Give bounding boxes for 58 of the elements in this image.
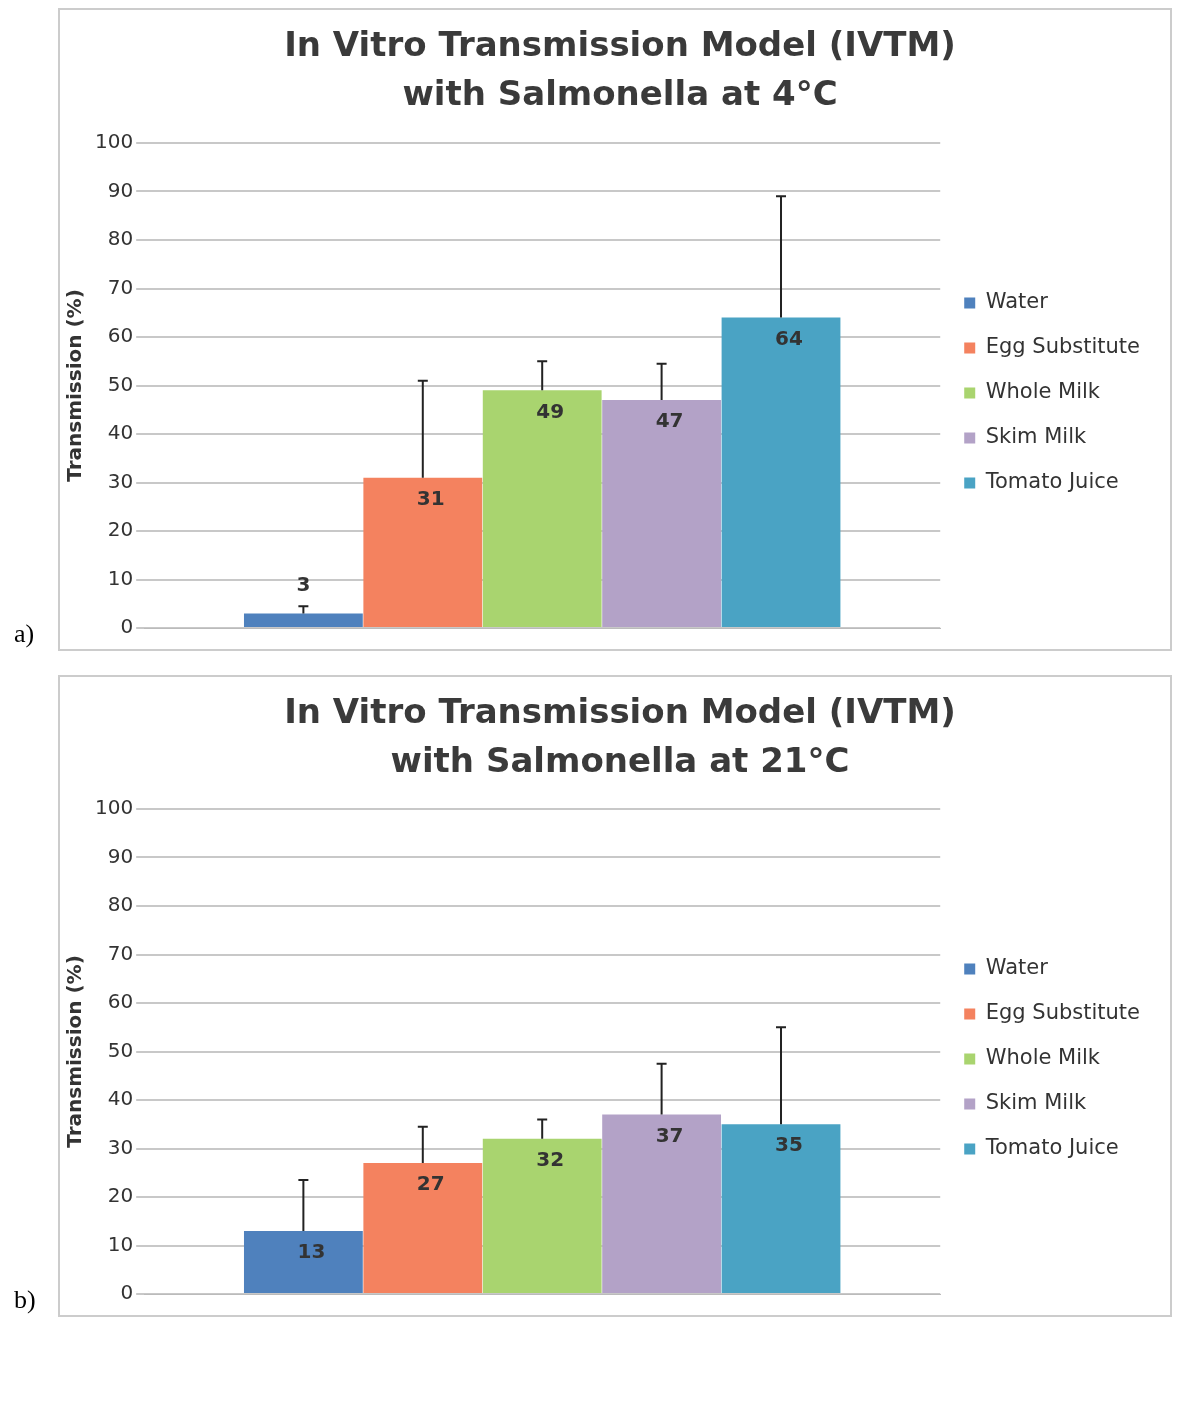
data-label: 32	[536, 1147, 565, 1172]
y-tick-label: 60	[107, 322, 134, 347]
y-tick-label: 90	[107, 177, 134, 202]
text: a)	[14, 618, 35, 649]
y-tick-label: 50	[107, 371, 134, 396]
legend-label: Water	[985, 289, 1049, 314]
y-tick-label: 30	[107, 1134, 134, 1159]
text: b)	[14, 1285, 36, 1316]
bar	[721, 317, 841, 627]
y-tick-label: 60	[107, 989, 134, 1014]
bar	[363, 1163, 483, 1294]
y-tick-label: 80	[107, 225, 134, 250]
bar	[602, 1114, 722, 1294]
y-tick-label: 10	[107, 1231, 134, 1256]
data-label: 31	[416, 485, 445, 510]
y-tick-label: 10	[107, 565, 134, 590]
y-tick-label: 40	[107, 419, 134, 444]
legend-label: Skim Milk	[985, 1090, 1087, 1115]
y-tick-label: 100	[94, 795, 134, 820]
y-tick-label: 30	[107, 468, 134, 493]
legend-label: Tomato Juice	[984, 1135, 1119, 1160]
legend-label: Egg Substitute	[985, 1000, 1140, 1025]
bar	[243, 613, 363, 627]
bar	[482, 389, 602, 627]
bar	[363, 477, 483, 627]
bar	[602, 399, 722, 627]
legend-label: Whole Milk	[985, 379, 1101, 404]
y-tick-label: 0	[120, 613, 134, 638]
data-label: 64	[775, 325, 803, 350]
y-tick-label: 0	[120, 1280, 134, 1305]
legend-label: Egg Substitute	[985, 334, 1140, 359]
chart-title: In Vitro Transmission Model (IVTM) with Salmonella at 21°C	[283, 689, 957, 782]
y-tick-label: 70	[107, 940, 134, 965]
y-tick-label: 20	[107, 1183, 134, 1208]
data-label: 13	[297, 1239, 326, 1264]
bar	[482, 1138, 602, 1294]
data-label: 47	[655, 407, 684, 432]
legend-label: Skim Milk	[985, 424, 1087, 449]
y-axis-title: Transmission (%)	[62, 288, 87, 482]
bar	[243, 1231, 363, 1294]
y-tick-label: 50	[107, 1037, 134, 1062]
legend-label: Water	[985, 955, 1049, 980]
legend-label: Whole Milk	[985, 1045, 1101, 1070]
y-axis-title: Transmission (%)	[62, 955, 87, 1148]
data-label: 37	[655, 1122, 684, 1147]
y-tick-label: 20	[107, 516, 134, 541]
data-label: 27	[416, 1171, 445, 1196]
bar	[721, 1124, 841, 1294]
legend-label: Tomato Juice	[984, 469, 1119, 494]
chart-title: In Vitro Transmission Model (IVTM) with Salmonella at 4°C	[283, 23, 957, 116]
y-tick-label: 100	[94, 128, 134, 153]
y-tick-label: 70	[107, 274, 134, 299]
data-label: 49	[536, 398, 565, 423]
data-label: 35	[775, 1132, 803, 1157]
y-tick-label: 80	[107, 892, 134, 917]
y-tick-label: 40	[107, 1086, 134, 1111]
data-label: 3	[296, 571, 311, 596]
y-tick-label: 90	[107, 843, 134, 868]
